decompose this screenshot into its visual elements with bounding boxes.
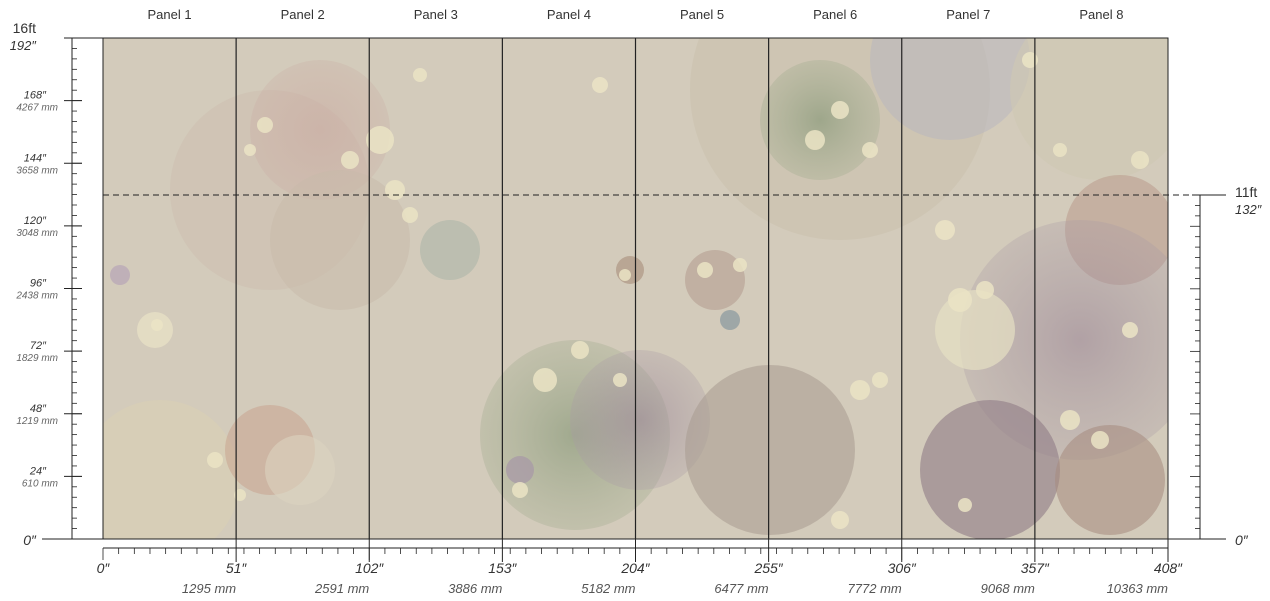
bottom-scale-mm-label: 3886 mm — [448, 581, 502, 596]
panel-label: Panel 2 — [281, 7, 325, 22]
bottom-scale-mm-label: 9068 mm — [981, 581, 1035, 596]
panel-label: Panel 4 — [547, 7, 591, 22]
bottom-scale-inch-label: 51″ — [226, 560, 248, 576]
left-scale-top-label: 16ft — [13, 20, 36, 36]
left-scale-mm-label: 4267 mm — [16, 103, 58, 114]
bottom-scale-mm-label: 6477 mm — [714, 581, 768, 596]
panel-label: Panel 8 — [1079, 7, 1123, 22]
left-scale-inch-label: 120″ — [24, 215, 47, 227]
left-scale-mm-label: 2438 mm — [15, 291, 58, 302]
panel-label: Panel 3 — [414, 7, 458, 22]
bottom-scale-mm-label: 1295 mm — [182, 581, 236, 596]
right-scale-zero-label: 0″ — [1235, 532, 1249, 548]
bottom-scale-mm-label: 5182 mm — [581, 581, 635, 596]
left-scale-zero-label: 0″ — [23, 532, 37, 548]
left-scale-mm-label: 3658 mm — [16, 165, 58, 176]
mural-artwork — [103, 38, 1168, 539]
left-scale-inch-label: 24″ — [29, 465, 47, 477]
panel-label: Panel 6 — [813, 7, 857, 22]
left-scale-inch-label: 144″ — [24, 152, 47, 164]
left-scale-inch-label: 168″ — [24, 90, 47, 102]
left-height-scale: 16ft 192″ 0″ 168″4267 mm 144″3658 mm 120″3… — [10, 20, 103, 548]
panel-labels: Panel 1 Panel 2 Panel 3 Panel 4 Panel 5 Panel… — [148, 7, 1124, 22]
panel-label: Panel 7 — [946, 7, 990, 22]
mural-bubbles — [103, 38, 1168, 539]
panel-label: Panel 1 — [148, 7, 192, 22]
bottom-scale-mm-label: 7772 mm — [848, 581, 902, 596]
left-scale-mm-label: 1829 mm — [16, 353, 58, 364]
bottom-scale-mm-label: 10363 mm — [1107, 581, 1169, 596]
bottom-scale-inch-label: 306″ — [888, 560, 917, 576]
bottom-scale-inch-label: 357″ — [1021, 560, 1050, 576]
left-scale-mm-label: 1219 mm — [16, 416, 58, 427]
left-scale-inch-label: 96″ — [30, 278, 47, 290]
right-height-scale: 11ft 132″ 0″ — [1168, 184, 1262, 548]
right-scale-top-label: 11ft — [1235, 184, 1257, 200]
panel-label: Panel 5 — [680, 7, 724, 22]
bottom-scale-mm-label: 2591 mm — [314, 581, 369, 596]
right-scale-top-sub-label: 132″ — [1235, 202, 1262, 217]
left-scale-inch-label: 72″ — [30, 340, 47, 352]
panel-dividers — [235, 38, 1036, 539]
left-scale-inch-label: 48″ — [30, 403, 47, 415]
bottom-scale-inch-label: 408″ — [1154, 560, 1183, 576]
left-scale-top-sub-label: 192″ — [10, 38, 37, 53]
bottom-scale-zero-label: 0″ — [97, 560, 111, 576]
bottom-scale-inch-label: 204″ — [620, 560, 650, 576]
bottom-scale-inch-label: 153″ — [488, 560, 517, 576]
bottom-width-scale: 0″ 51″ 1295 mm 102″ 2591 mm 153″ 3886 mm 204″ 5… — [97, 539, 1183, 596]
left-scale-mm-label: 610 mm — [22, 478, 58, 489]
bottom-scale-inch-label: 255″ — [753, 560, 783, 576]
mural-foam — [151, 52, 1149, 529]
bottom-scale-inch-label: 102″ — [355, 560, 384, 576]
left-scale-mm-label: 3048 mm — [16, 228, 58, 239]
